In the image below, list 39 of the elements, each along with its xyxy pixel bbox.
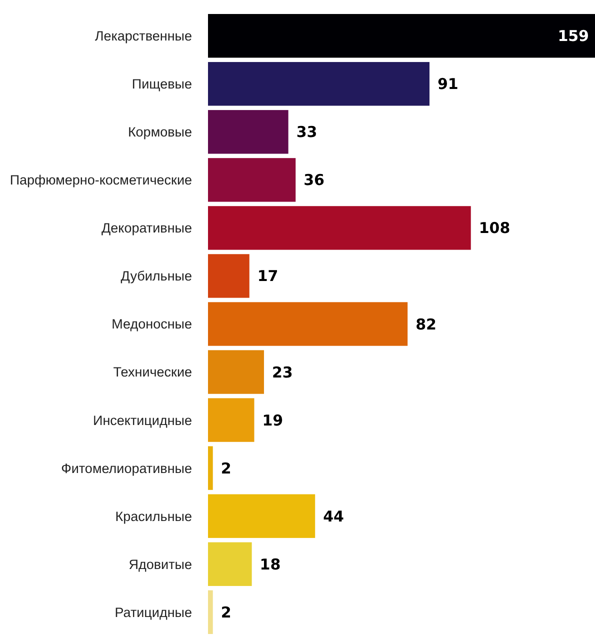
y-tick-label: Ратицидные (114, 604, 192, 620)
y-tick-label: Ядовитые (128, 556, 192, 572)
data-label: 91 (437, 75, 458, 94)
bar (208, 494, 316, 538)
y-tick-label: Лекарственные (94, 28, 192, 44)
y-tick-label: Фитомелиоративные (61, 460, 192, 476)
bar (208, 110, 288, 154)
y-tick-label: Инсектицидные (92, 412, 192, 428)
data-label: 2 (220, 459, 232, 478)
data-label: 33 (296, 123, 318, 142)
y-tick-label: Декоративные (102, 220, 192, 236)
y-tick-label: Красильные (115, 508, 192, 524)
data-label: 19 (262, 411, 284, 430)
bar (208, 350, 264, 394)
bar (208, 254, 250, 298)
y-tick-label: Кормовые (128, 124, 192, 140)
bar (208, 398, 254, 442)
bar (208, 302, 408, 346)
data-label: 108 (478, 219, 510, 238)
data-label: 82 (416, 315, 436, 334)
data-label: 44 (323, 507, 344, 526)
data-label: 36 (304, 171, 324, 190)
bar (208, 14, 595, 58)
bar (208, 158, 296, 202)
y-tick-label: Технические (113, 364, 192, 380)
bar (208, 542, 252, 586)
bar (208, 590, 213, 634)
y-tick-label: Медоносные (112, 316, 192, 332)
y-tick-label: Пищевые (132, 76, 192, 92)
y-tick-label: Парфюмерно-косметические (10, 172, 192, 188)
data-label: 2 (220, 603, 232, 622)
data-label: 159 (558, 27, 589, 46)
bar (208, 62, 430, 106)
data-label: 23 (272, 363, 293, 382)
y-tick-label: Дубильные (120, 268, 192, 284)
bar (208, 206, 471, 250)
data-label: 18 (260, 555, 281, 574)
data-label: 17 (257, 267, 278, 286)
bar (208, 446, 213, 490)
